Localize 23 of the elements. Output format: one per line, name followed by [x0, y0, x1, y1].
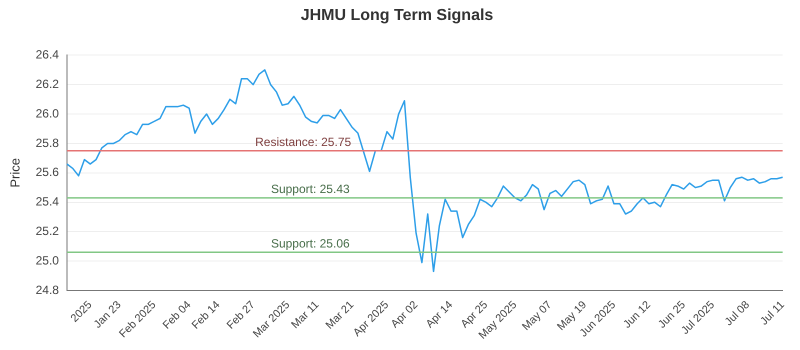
y-tick-label: 26.2	[36, 76, 60, 91]
y-tick-label: 25.0	[36, 253, 60, 268]
y-tick-label: 25.2	[36, 224, 60, 238]
y-axis-title: Price	[7, 158, 22, 188]
ref-line-label: Resistance: 25.75	[255, 135, 352, 150]
x-tick-label: Jun 12	[621, 298, 654, 331]
x-tick-label: Feb 14	[190, 298, 223, 332]
y-tick-label: 25.6	[36, 165, 60, 180]
ref-line-label: Support: 25.06	[270, 236, 350, 251]
x-tick-label: Apr 02	[388, 298, 420, 330]
y-tick-label: 26.4	[36, 48, 60, 62]
x-tick-label: Mar 11	[289, 298, 322, 332]
x-tick-label: Feb 27	[224, 298, 258, 332]
x-tick-label: Apr 14	[424, 298, 456, 330]
x-tick-label: Jul 08	[722, 298, 752, 328]
y-tick-label: 24.8	[36, 282, 60, 297]
chart-title: JHMU Long Term Signals	[300, 7, 494, 24]
ref-line-label: Support: 25.43	[270, 182, 350, 196]
x-tick-label: Jul 11	[758, 298, 787, 328]
y-tick-label: 25.4	[36, 194, 60, 209]
x-tick-label: May 07	[520, 298, 554, 333]
y-tick-label: 25.8	[36, 136, 60, 150]
y-tick-label: 26.0	[36, 106, 60, 120]
